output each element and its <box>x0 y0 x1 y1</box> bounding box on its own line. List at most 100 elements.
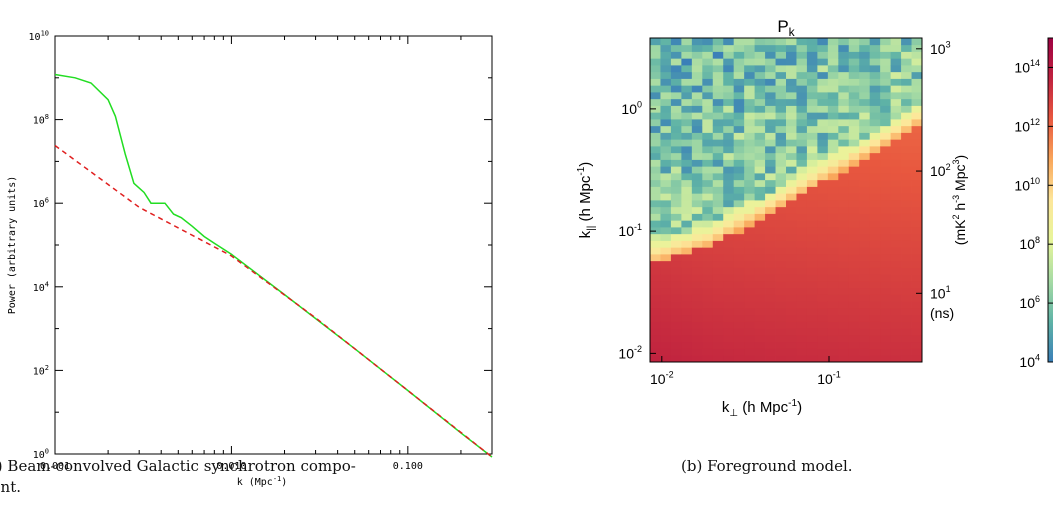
heatmap-cell <box>691 213 703 221</box>
heatmap-cell <box>681 227 693 235</box>
heatmap-cell <box>901 78 912 86</box>
heatmap-cell <box>796 301 808 309</box>
heatmap-cell <box>691 200 703 208</box>
heatmap-cell <box>765 287 776 295</box>
heatmap-cell <box>796 287 808 295</box>
heatmap-cell <box>869 105 881 113</box>
heatmap-cell <box>911 328 923 336</box>
heatmap-cell <box>817 166 829 174</box>
heatmap-cell <box>744 71 756 79</box>
heatmap-cell <box>660 355 672 363</box>
heatmap-cell <box>775 159 787 167</box>
heatmap-cell <box>754 287 766 295</box>
heatmap-cell <box>827 152 839 160</box>
heatmap-cell <box>660 105 672 113</box>
heatmap-cell <box>827 260 839 268</box>
heatmap-cell <box>827 78 839 86</box>
heatmap-cell <box>712 44 724 52</box>
heatmap-cell <box>775 186 787 194</box>
heatmap-cell <box>786 274 797 282</box>
heatmap-cell <box>869 267 881 275</box>
heatmap-cell <box>723 281 735 289</box>
heatmap-cell <box>723 213 735 221</box>
heatmap-cell <box>691 206 703 214</box>
heatmap-cell <box>650 220 661 228</box>
heatmap-cell <box>859 348 871 356</box>
heatmap-cell <box>670 220 682 228</box>
heatmap-cell <box>880 355 892 363</box>
heatmap-cell <box>796 267 808 275</box>
heatmap-cell <box>670 240 682 248</box>
heatmap-cell <box>775 166 787 174</box>
heatmap-cell <box>911 206 923 214</box>
heatmap-cell <box>691 220 703 228</box>
heatmap-cell <box>670 173 682 181</box>
heatmap-cell <box>911 105 923 113</box>
heatmap-cell <box>880 38 892 46</box>
heatmap-cell <box>744 78 756 86</box>
heatmap-cell <box>650 92 661 100</box>
heatmap-cell <box>681 119 693 127</box>
heatmap-cell <box>869 287 881 295</box>
heatmap-cell <box>691 321 703 329</box>
heatmap-cell <box>817 355 829 363</box>
heatmap-cell <box>650 71 661 79</box>
heatmap-cell <box>911 92 923 100</box>
heatmap-cell <box>880 98 892 106</box>
heatmap-cell <box>660 186 672 194</box>
heatmap-cell <box>744 314 756 322</box>
heatmap-cell <box>733 287 745 295</box>
heatmap-cell <box>786 38 797 46</box>
heatmap-cell <box>744 119 756 127</box>
heatmap-cell <box>827 186 839 194</box>
heatmap-cell <box>901 335 912 343</box>
heatmap-cell <box>691 193 703 201</box>
left-y-tick-label: 100 <box>33 448 49 462</box>
heatmap-cell <box>827 132 839 140</box>
heatmap-cell <box>848 274 860 282</box>
heatmap-cell <box>890 247 902 255</box>
heatmap-cell <box>869 98 881 106</box>
heatmap-cell <box>650 308 661 316</box>
heatmap-cell <box>744 105 756 113</box>
heatmap-cell <box>733 335 745 343</box>
heatmap-cell <box>890 152 902 160</box>
heatmap-cell <box>901 44 912 52</box>
heatmap-cell <box>901 206 912 214</box>
heatmap-cell <box>838 267 850 275</box>
heatmap-cell <box>890 179 902 187</box>
heatmap-cell <box>890 200 902 208</box>
heatmap-cell <box>817 125 829 133</box>
heatmap-cell <box>744 125 756 133</box>
heatmap-cell <box>880 119 892 127</box>
heatmap-cell <box>859 200 871 208</box>
heatmap-cell <box>702 139 714 147</box>
heatmap-cell <box>765 335 776 343</box>
heatmap-cell <box>796 166 808 174</box>
heatmap-cell <box>827 44 839 52</box>
heatmap-cell <box>901 348 912 356</box>
heatmap-cell <box>838 348 850 356</box>
heatmap-cell <box>838 125 850 133</box>
heatmap-cell <box>775 71 787 79</box>
heatmap-cell <box>806 139 818 147</box>
heatmap-cell <box>712 233 724 241</box>
heatmap-cell <box>670 227 682 235</box>
heatmap-cell <box>827 105 839 113</box>
heatmap-cell <box>796 314 808 322</box>
heatmap-cell <box>848 132 860 140</box>
heatmap-cell <box>859 173 871 181</box>
heatmap-cell <box>660 166 672 174</box>
heatmap-cell <box>723 267 735 275</box>
heatmap-cell <box>869 274 881 282</box>
heatmap-cell <box>681 274 693 282</box>
heatmap-cell <box>754 281 766 289</box>
heatmap-cell <box>733 314 745 322</box>
heatmap-cell <box>754 98 766 106</box>
heatmap-cell <box>691 287 703 295</box>
heatmap-cell <box>691 348 703 356</box>
heatmap-cell <box>848 146 860 154</box>
heatmap-cell <box>733 112 745 120</box>
heatmap-cell <box>786 314 797 322</box>
heatmap-cell <box>817 335 829 343</box>
